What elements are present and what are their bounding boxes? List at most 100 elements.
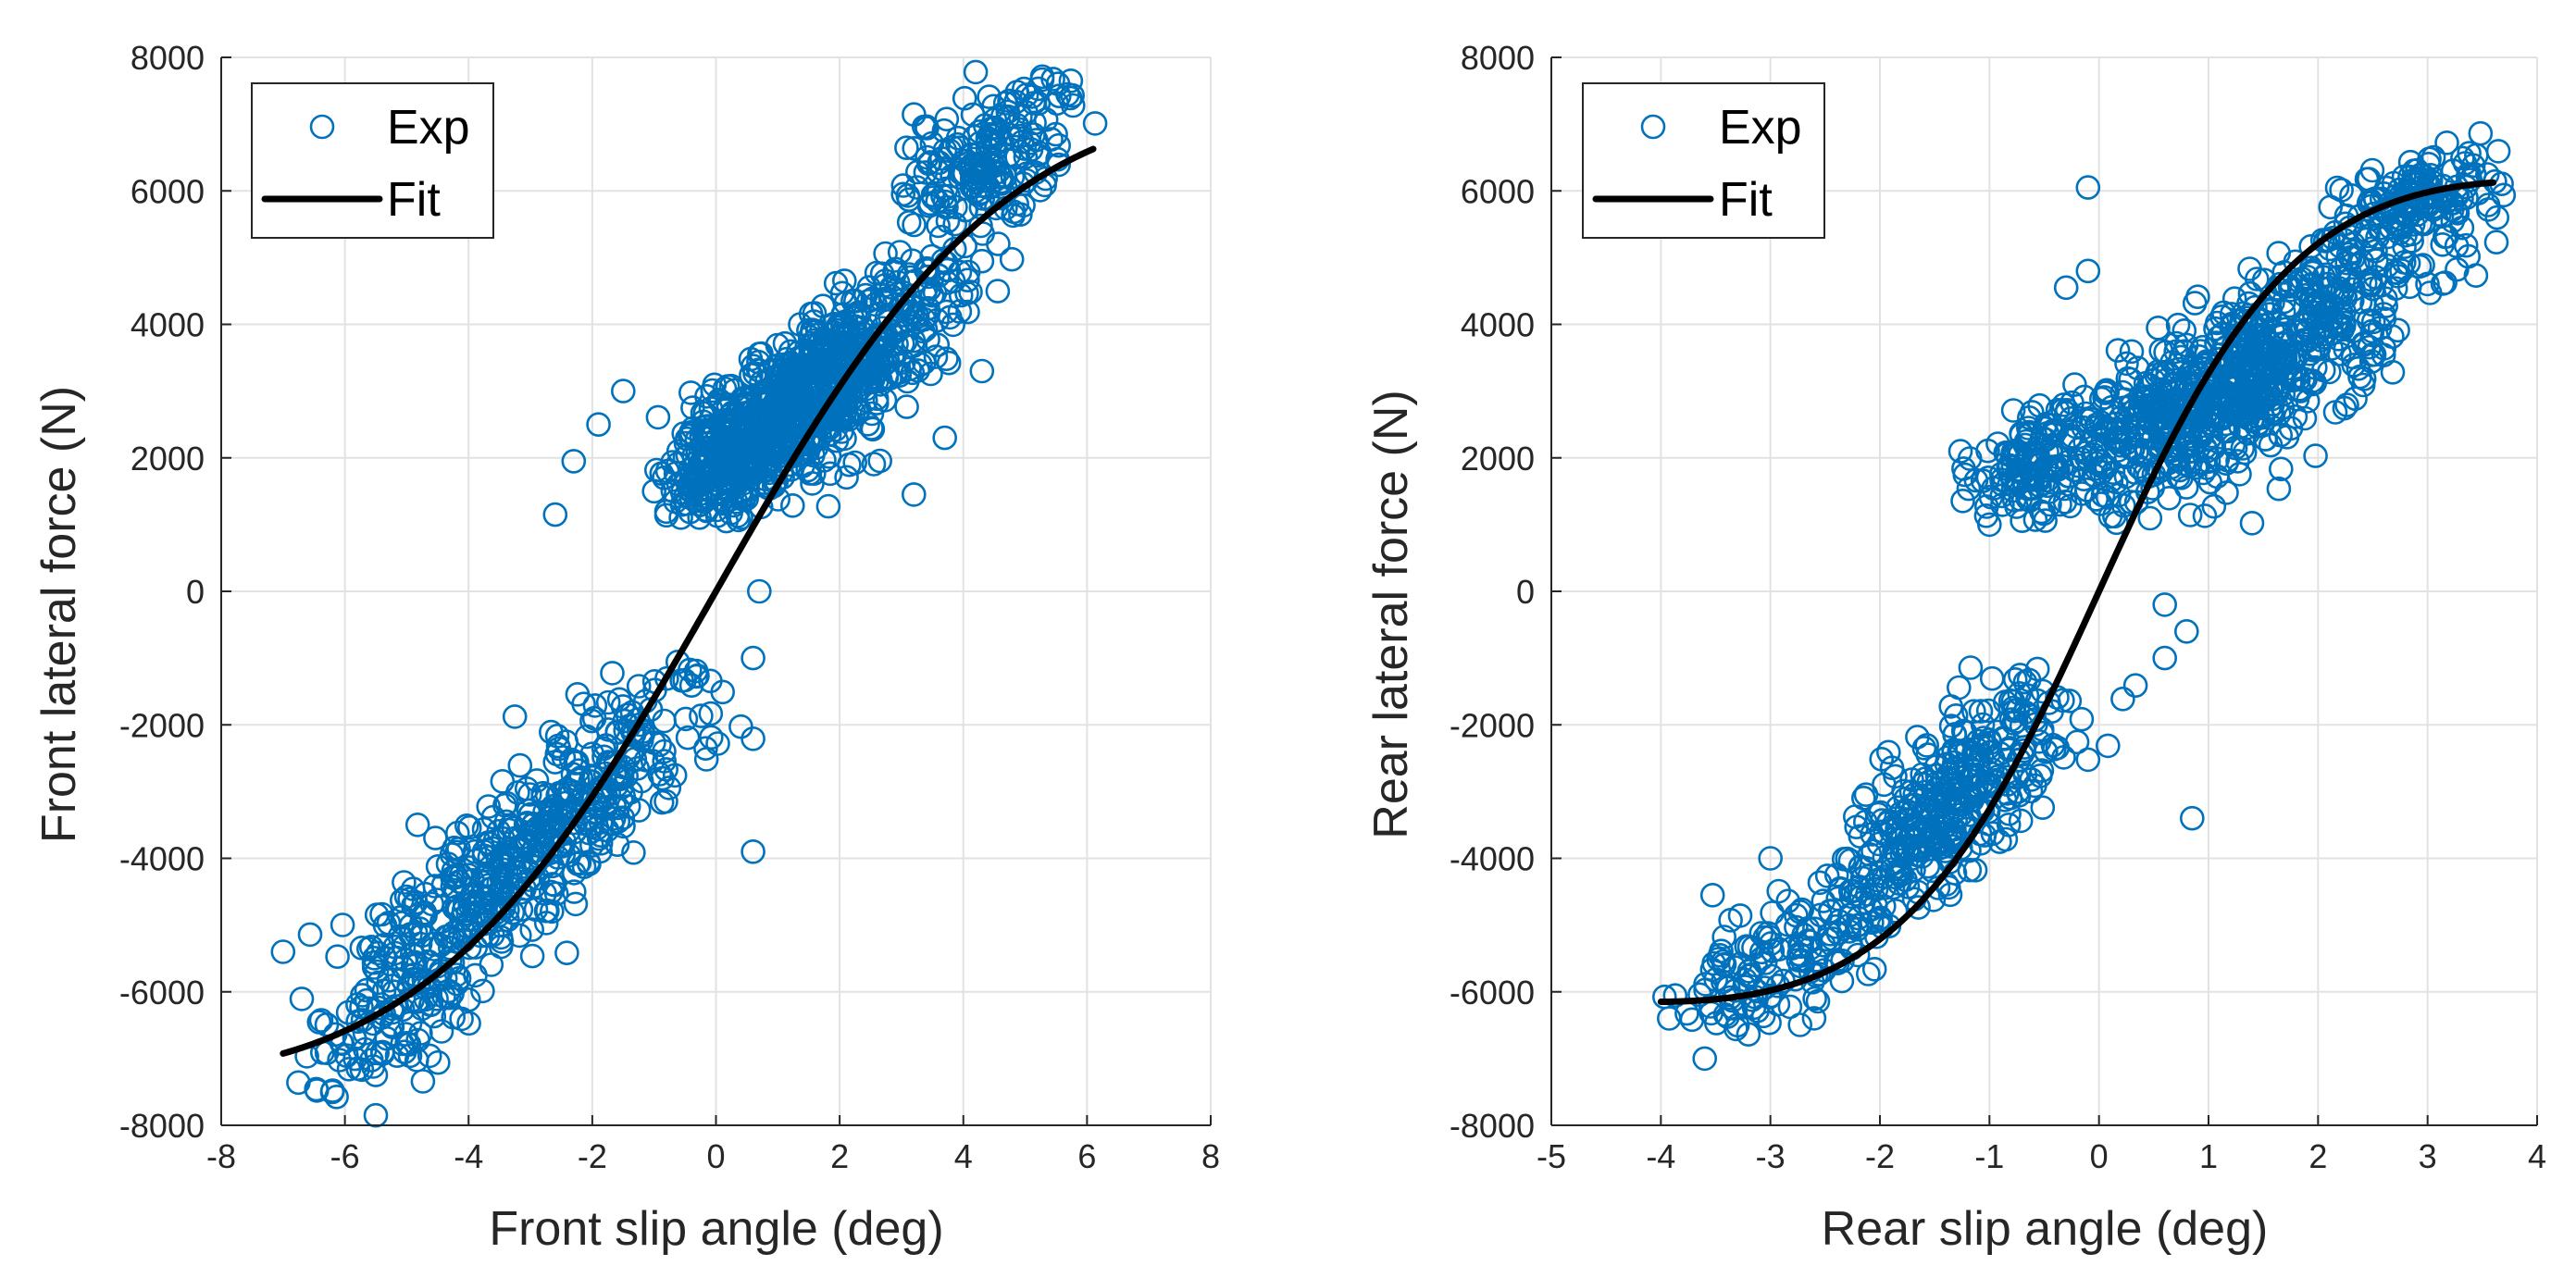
front-exp-point	[479, 952, 504, 977]
front-exp-point	[673, 430, 699, 456]
rear-exp-point	[2127, 411, 2152, 436]
front-exp-point	[322, 1022, 348, 1048]
rear-exp-point	[2271, 331, 2296, 357]
rear-legend-fit-label: Fit	[1719, 173, 1773, 227]
front-exp-point	[1029, 67, 1055, 93]
rear-exp-point	[2385, 317, 2410, 343]
front-exp-point	[565, 750, 590, 775]
rear-x-tick-label: 3	[2419, 1137, 2437, 1175]
rear-exp-point	[1662, 983, 1688, 1008]
rear-x-tick-label: 4	[2528, 1137, 2546, 1175]
front-exp-point	[471, 864, 496, 889]
rear-exp-point	[2463, 263, 2489, 289]
front-exp-point	[586, 412, 611, 438]
front-legend-fit-label: Fit	[387, 173, 441, 227]
rear-exp-point	[2105, 338, 2131, 363]
rear-exp-point	[2483, 230, 2509, 255]
rear-exp-point	[2239, 510, 2265, 536]
rear-exp-point	[2484, 205, 2509, 230]
front-exp-point	[440, 949, 466, 975]
rear-exp-point	[2197, 426, 2222, 451]
rear-legend-exp-label: Exp	[1719, 101, 1802, 155]
rear-exp-point	[1979, 665, 2005, 691]
front-exp-point	[297, 922, 323, 948]
rear-exp-point	[2018, 475, 2043, 501]
rear-exp-point	[1736, 959, 1762, 984]
front-exp-point	[505, 780, 530, 805]
front-exp-point	[579, 833, 604, 858]
rear-exp-point	[2215, 354, 2241, 379]
rear-exp-point	[1847, 875, 1872, 900]
rear-exp-point	[2491, 182, 2517, 208]
front-exp-point	[533, 898, 559, 924]
front-exp-point	[304, 1078, 330, 1103]
front-exp-point	[923, 344, 949, 369]
front-exp-point	[437, 985, 462, 1011]
rear-exp-point	[1898, 800, 1923, 826]
front-exp-point	[818, 381, 844, 407]
rear-exp-point	[2318, 194, 2343, 220]
rear-exp-point	[2003, 708, 2029, 734]
front-exp-point	[530, 780, 556, 806]
front-exp-point	[989, 171, 1014, 196]
rear-exp-point	[2026, 453, 2051, 478]
rear-exp-point	[1786, 948, 1811, 973]
rear-exp-point	[2317, 359, 2342, 385]
front-exp-point	[577, 851, 602, 876]
rear-exp-point	[2041, 454, 2067, 480]
front-exp-point	[389, 887, 415, 913]
front-exp-point	[685, 663, 710, 689]
rear-exp-point	[2119, 339, 2145, 365]
rear-exp-point	[2010, 741, 2035, 767]
front-exp-point	[945, 131, 970, 157]
rear-exp-point	[2055, 397, 2080, 423]
front-exp-point	[748, 370, 774, 395]
front-tick-labels: -8 -6 -4 -2 0 2 4 6 8 -8000 -6000 -4000 -2000 0 2000 40…	[119, 39, 1220, 1175]
front-exp-point	[867, 448, 893, 474]
rear-exp-point	[1876, 739, 1901, 765]
front-exp-point	[398, 922, 423, 947]
front-exp-point	[545, 782, 571, 808]
rear-y-tick-label: 0	[1516, 573, 1535, 611]
rear-exp-point	[2062, 372, 2087, 397]
front-exp-point	[864, 260, 890, 286]
front-legend-exp-marker	[309, 114, 335, 140]
front-exp-point	[393, 1022, 418, 1047]
front-exp-point	[424, 986, 449, 1011]
rear-exp-point	[2201, 493, 2227, 519]
rear-exp-point	[2000, 398, 2026, 423]
front-exp-point	[973, 158, 998, 184]
front-exp-point	[942, 211, 967, 237]
front-exp-point	[536, 810, 562, 835]
front-x-tick-label: -6	[330, 1137, 360, 1175]
rear-exp-point	[2176, 427, 2202, 452]
rear-exp-point	[2064, 729, 2090, 755]
front-exp-point	[610, 378, 636, 403]
front-fit-curve	[280, 145, 1097, 1057]
rear-exp-point	[1964, 773, 1989, 799]
front-exp-point	[815, 493, 841, 519]
rear-exp-point	[2074, 477, 2099, 503]
rear-exp-point	[2417, 280, 2443, 305]
front-exp-point	[740, 645, 765, 671]
front-x-tick-label: 2	[830, 1137, 849, 1175]
front-exp-point	[794, 360, 820, 386]
front-exp-point	[765, 332, 790, 358]
rear-exp-point	[2152, 592, 2177, 617]
rear-exp-point	[2333, 211, 2358, 237]
front-exp-point	[538, 719, 564, 745]
front-exp-point	[855, 411, 880, 437]
front-exp-point	[728, 713, 753, 739]
front-y-tick-label: -2000	[119, 706, 205, 744]
rear-exp-point	[2121, 437, 2146, 462]
front-exp-point	[703, 497, 729, 523]
front-exp-point	[654, 665, 679, 691]
front-axes	[220, 56, 1212, 1126]
rear-exp-point	[2358, 267, 2383, 292]
rear-exp-point	[1977, 512, 2002, 538]
rear-exp-point	[2214, 480, 2239, 505]
rear-exp-point	[2190, 420, 2216, 445]
front-exp-point	[746, 578, 772, 604]
rear-exp-point	[1679, 1007, 1705, 1033]
